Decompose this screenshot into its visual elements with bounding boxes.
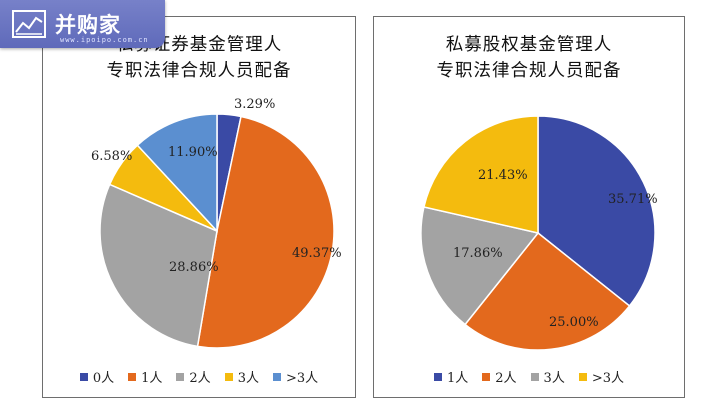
legend-label: 3人: [543, 371, 565, 386]
slice-data-label: 35.71%: [608, 192, 658, 207]
pie-slice: [196, 115, 335, 349]
pie-slice: [537, 115, 656, 307]
chart-logo-icon: [12, 10, 46, 38]
slice-data-label: 3.29%: [234, 97, 275, 112]
site-logo: 并购家 www.ipoipo.com.cn: [0, 0, 165, 48]
legend-label: 1人: [446, 371, 469, 386]
pie-slice: [420, 206, 540, 326]
legend-swatch: [272, 372, 281, 381]
equity-fund-chart-panel: 私募股权基金管理人 专职法律合规人员配备 35.71% 25.00% 17.86% 2…: [373, 16, 685, 398]
legend-label: >3人: [591, 371, 624, 386]
legend-label: 3人: [237, 371, 259, 386]
legend-item: 2人: [176, 367, 211, 386]
legend-swatch: [578, 372, 587, 381]
pie-slice: [423, 115, 539, 234]
pie-chart: 3.29% 49.37% 28.86% 6.58% 11.90%: [91, 97, 342, 349]
legend-item: 3人: [224, 367, 259, 386]
legend-label: 1人: [141, 371, 163, 386]
securities-fund-chart-panel: 私募证券基金管理人 专职法律合规人员配备 3.29% 49.37% 28.86% 6.…: [42, 16, 356, 398]
legend-swatch: [128, 372, 137, 381]
legend-item: 1人: [433, 367, 469, 386]
legend-item: 0人: [79, 367, 115, 386]
chart-title-line-1: 私募股权基金管理人: [445, 35, 613, 55]
legend-label: 2人: [189, 371, 211, 386]
chart-title-line-2: 专职法律合规人员配备: [106, 61, 292, 81]
legend-swatch: [433, 372, 442, 381]
slice-data-label: 6.58%: [91, 149, 132, 164]
slice-data-label: 17.86%: [453, 246, 503, 261]
pie-slice: [464, 231, 631, 351]
slice-data-label: 11.90%: [168, 145, 218, 160]
logo-text: 并购家: [55, 13, 121, 37]
legend-swatch: [482, 372, 491, 381]
pie-chart: 35.71% 25.00% 17.86% 21.43%: [420, 115, 658, 351]
chart-legend: 0人 1人 2人 3人 >3人: [43, 367, 355, 386]
legend-swatch: [530, 372, 539, 381]
legend-label: 2人: [495, 371, 517, 386]
slice-data-label: 28.86%: [169, 260, 219, 275]
legend-item: >3人: [578, 367, 624, 386]
legend-swatch: [176, 372, 185, 381]
legend-swatch: [79, 372, 88, 381]
legend-item: 2人: [482, 367, 517, 386]
slice-data-label: 21.43%: [478, 168, 528, 183]
slice-data-label: 25.00%: [549, 315, 599, 330]
legend-label: 0人: [92, 371, 115, 386]
pie-slice: [99, 183, 218, 348]
legend-item: 1人: [128, 367, 162, 386]
logo-url: www.ipoipo.com.cn: [60, 36, 149, 44]
legend-swatch: [224, 372, 233, 381]
legend-item: >3人: [272, 367, 319, 386]
legend-item: 3人: [530, 367, 565, 386]
legend-label: >3人: [285, 371, 319, 386]
chart-legend: 1人 2人 3人 >3人: [374, 367, 684, 386]
pie-slice: [136, 113, 218, 233]
slice-data-label: 49.37%: [292, 246, 342, 261]
chart-title-line-2: 专职法律合规人员配备: [436, 61, 622, 81]
